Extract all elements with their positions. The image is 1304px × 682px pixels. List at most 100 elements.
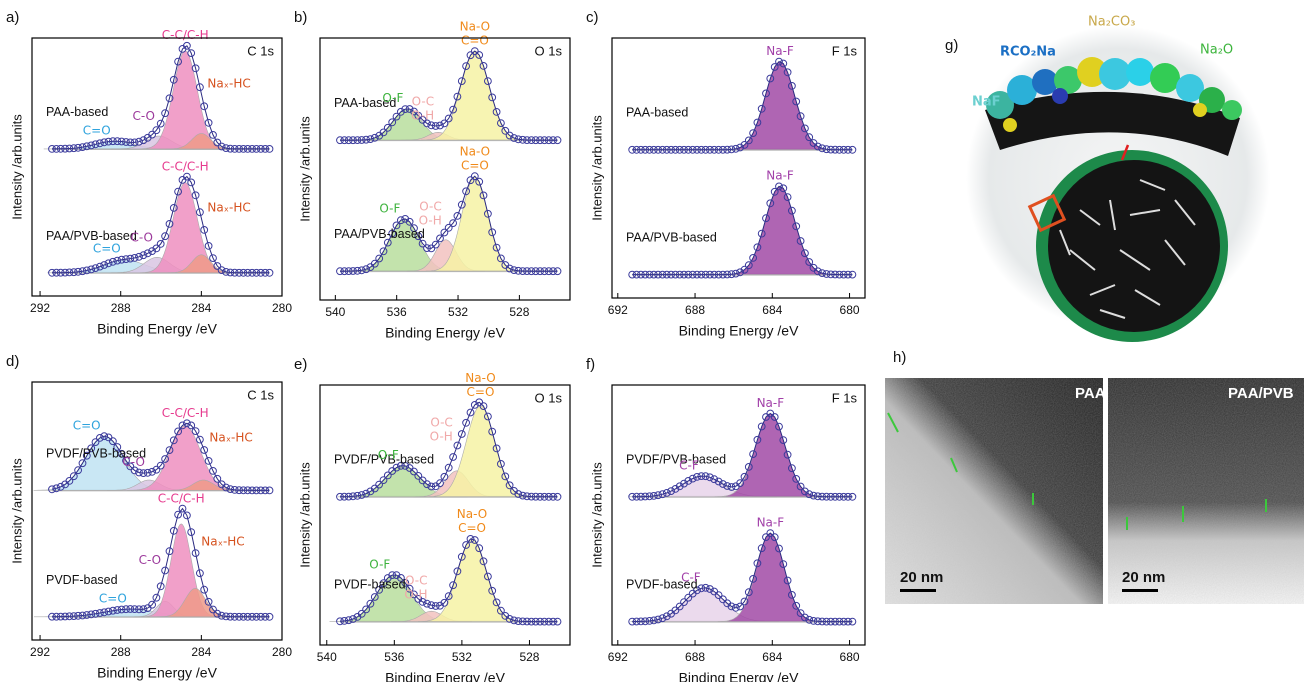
layer-label: Na₂CO₃ — [1088, 15, 1135, 30]
peak-label: C=O — [458, 521, 486, 535]
peak-label: O-F — [378, 448, 399, 462]
plot-frame — [31, 381, 283, 641]
y-axis-label: Intensity /arb.units — [9, 114, 24, 220]
peak-label: C=O — [83, 124, 111, 138]
y-axis-label: Intensity /arb.units — [589, 115, 604, 221]
peak-area — [420, 50, 529, 141]
panel-label: g) — [945, 37, 958, 54]
spectrum-name: PAA-based — [626, 106, 688, 120]
plot-frame — [319, 384, 571, 646]
spectrum-name: PAA/PVB-based — [46, 229, 137, 243]
x-tick-label: 288 — [111, 645, 131, 659]
sei-band — [985, 91, 1240, 156]
peak-label: Na-F — [757, 396, 785, 410]
peak-area — [714, 413, 826, 497]
xps-panel: a) C 1s Binding Energy /eV Intensity /arb.u… — [6, 9, 292, 337]
peak-label: C-C/C-H — [162, 28, 209, 42]
envelope — [336, 534, 562, 626]
layer-label: RCO₂Na — [1000, 45, 1056, 60]
peak-label: O-H — [430, 430, 453, 444]
thickness-markers — [887, 412, 1267, 530]
xps-panel: c) F 1s Binding Energy /eV Intensity /arb.u… — [586, 9, 866, 339]
x-tick-label: 692 — [608, 303, 628, 317]
scale-bar — [1122, 589, 1158, 592]
peak-label: C-C/C-H — [162, 159, 209, 173]
peak-area — [717, 532, 823, 622]
peak-label: Na-O — [465, 371, 495, 385]
tem-noise — [1108, 378, 1304, 604]
x-axis-label: Binding Energy /eV — [679, 323, 800, 339]
x-tick-label: 536 — [384, 650, 404, 664]
panel-label: h) — [893, 349, 906, 366]
peak-label: C=O — [99, 592, 127, 606]
envelope — [48, 172, 274, 277]
spectrum-title: O 1s — [535, 43, 563, 58]
layer-label: Na₂O — [1200, 43, 1233, 58]
peak-area — [724, 61, 836, 150]
peak-label: C-O — [131, 230, 154, 244]
peak-label: O-F — [369, 557, 390, 571]
envelope — [48, 504, 274, 621]
x-tick-label: 292 — [30, 301, 50, 315]
envelope — [628, 409, 857, 501]
peak-label: O-H — [404, 588, 427, 602]
y-axis-label: Intensity /arb.units — [297, 462, 312, 568]
x-axis-label: Binding Energy /eV — [385, 325, 506, 341]
envelope — [336, 172, 562, 276]
envelope — [628, 57, 857, 154]
peak-label: C=O — [467, 385, 495, 399]
peak-label: O-C — [419, 199, 442, 213]
x-tick-label: 684 — [762, 303, 782, 317]
plot-frame — [319, 37, 571, 301]
peak-label: O-C — [430, 416, 453, 430]
peak-label: O-H — [419, 213, 442, 227]
scale-bar-label: 20 nm — [900, 569, 943, 586]
illustration: g) RCO₂Na Na₂CO₃ Na₂O NaF — [945, 15, 1270, 342]
peak-area — [418, 538, 527, 622]
spectrum-name: PVDF-based — [334, 577, 406, 591]
scale-bar — [900, 589, 936, 592]
xps-panel: d) C 1s Binding Energy /eV Intensity /arb.u… — [6, 353, 292, 681]
x-tick-label: 540 — [325, 305, 345, 319]
envelope — [628, 182, 857, 279]
peak-label: O-H — [411, 108, 434, 122]
zoom-line — [1120, 144, 1130, 161]
x-tick-label: 692 — [608, 650, 628, 664]
peak-label: O-F — [379, 201, 400, 215]
x-axis-label: Binding Energy /eV — [679, 670, 800, 682]
y-axis-label: Intensity /arb.units — [297, 116, 312, 222]
image-title: PAA/PVB — [1228, 385, 1294, 402]
peak-label: Naₓ-HC — [201, 534, 244, 548]
peak-label: C-O — [139, 553, 162, 567]
spectrum-title: F 1s — [832, 390, 858, 405]
x-tick-label: 680 — [840, 303, 860, 317]
particle-core — [1048, 160, 1220, 332]
peak-label: C=O — [461, 159, 489, 173]
scale-bar-label: 20 nm — [1122, 569, 1165, 586]
peak-label: Na-O — [460, 20, 490, 34]
peak-label: Na-O — [460, 145, 490, 159]
peak-area — [140, 50, 231, 150]
spectrum-title: C 1s — [247, 43, 274, 58]
spectrum-name: PAA/PVB-based — [334, 227, 425, 241]
x-tick-label: 280 — [272, 645, 292, 659]
tem-panel: h) PAA PAA/PVB 20 nm 20 nm — [885, 349, 1304, 604]
spectrum-name: PAA-based — [46, 105, 108, 119]
spectrum-name: PVDF/PVB-based — [334, 453, 434, 467]
x-tick-label: 688 — [685, 650, 705, 664]
zoom-box — [1027, 193, 1067, 233]
peak-label: Na-F — [766, 44, 794, 58]
peak-area — [724, 185, 836, 275]
xps-panel: e) O 1s Binding Energy /eV Intensity /arb.u… — [294, 356, 571, 682]
envelope — [48, 41, 274, 153]
x-axis-label: Binding Energy /eV — [97, 321, 218, 337]
spectrum-name: PVDF/PVB-based — [626, 453, 726, 467]
tem-noise — [885, 378, 1103, 604]
spectrum-name: PVDF-based — [626, 577, 698, 591]
x-tick-label: 536 — [387, 305, 407, 319]
x-tick-label: 532 — [448, 305, 468, 319]
x-tick-label: 532 — [452, 650, 472, 664]
spectrum-name: PAA-based — [334, 96, 396, 110]
x-tick-label: 288 — [111, 301, 131, 315]
